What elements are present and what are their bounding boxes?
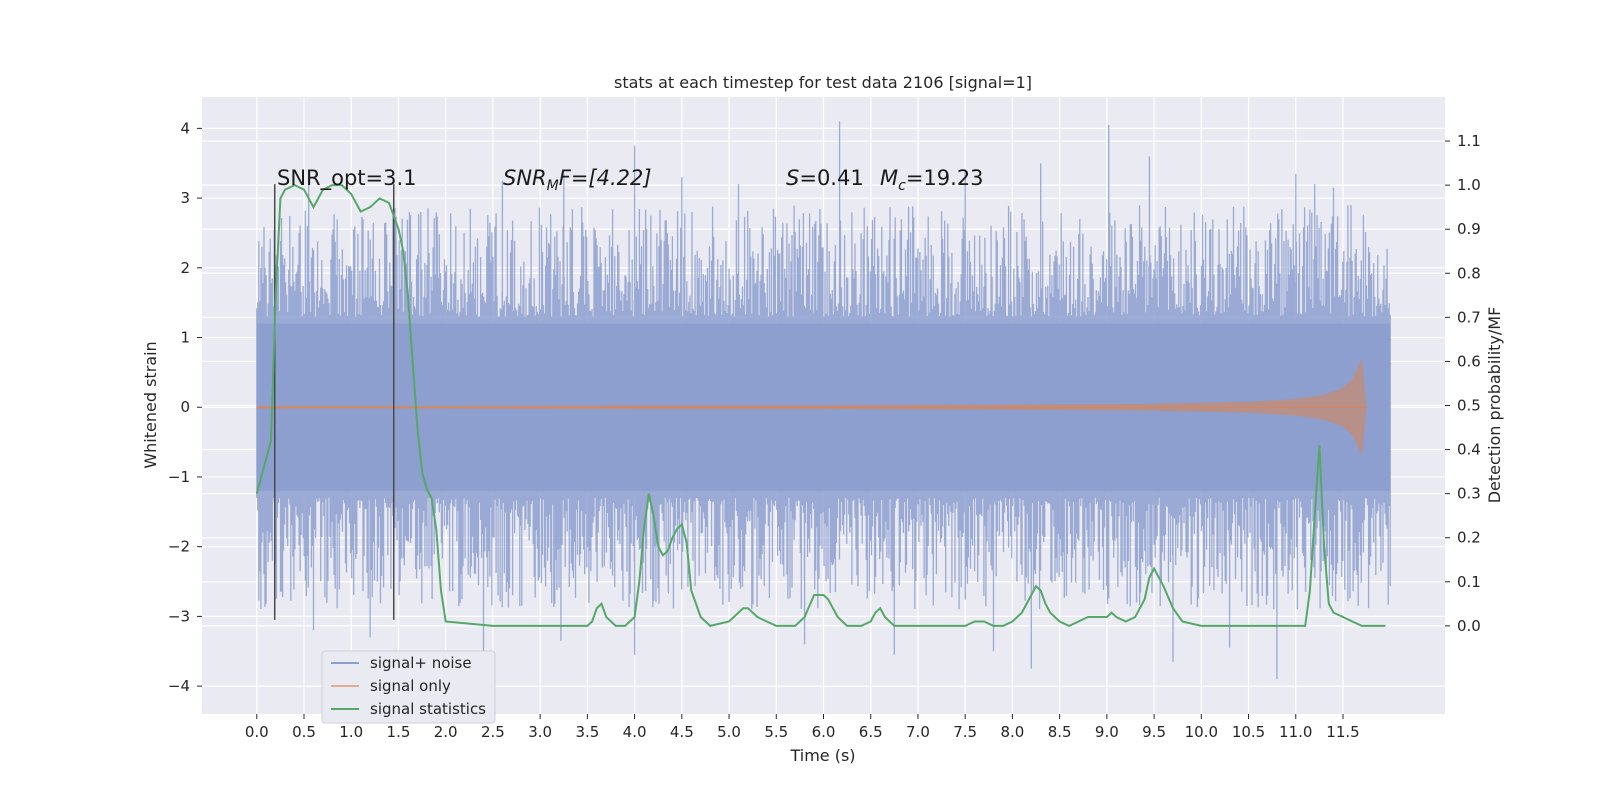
annotation-snr-mf: SNRMF=[4.22]	[503, 166, 652, 194]
y-left-tick-label-5: 1	[180, 329, 190, 347]
y-right-tick-label-8: 0.8	[1457, 264, 1481, 282]
x-tick-label-23: 11.5	[1326, 723, 1359, 741]
series-signal-only	[256, 358, 1367, 456]
y-right-tick-label-2: 0.2	[1457, 529, 1481, 547]
x-tick-label-17: 8.5	[1048, 723, 1072, 741]
snr-mf-value: F=[4.22]	[559, 166, 652, 190]
x-axis-label: Time (s)	[789, 746, 855, 765]
axis-ticks: 0.0 0.5 1.0 1.5 2.0 2.5 3.0 3.5 4.0 4.5 5.0 5.5 6.0 6…	[168, 119, 1481, 741]
mc-symbol: M	[880, 166, 898, 190]
y-right-tick-label-9: 0.9	[1457, 220, 1481, 238]
annotation-snr-opt: SNR_opt=3.1	[277, 166, 417, 191]
x-tick-label-1: 0.5	[292, 723, 316, 741]
snr-mf-subscript: M	[547, 178, 559, 194]
x-tick-label-11: 5.5	[764, 723, 788, 741]
y-left-tick-label-0: −4	[168, 677, 190, 695]
x-tick-label-9: 4.5	[670, 723, 694, 741]
x-tick-label-15: 7.5	[953, 723, 977, 741]
y-left-tick-label-7: 3	[180, 189, 190, 207]
y-left-tick-label-4: 0	[180, 398, 190, 416]
y-right-tick-label-5: 0.5	[1457, 397, 1481, 415]
s-symbol: S	[786, 166, 799, 190]
chart-title: stats at each timestep for test data 210…	[614, 73, 1032, 92]
x-tick-label-3: 1.5	[387, 723, 411, 741]
mc-value: =19.23	[906, 166, 984, 190]
x-tick-label-19: 9.5	[1142, 723, 1166, 741]
y-right-tick-label-0: 0.0	[1457, 617, 1481, 635]
vertical-markers	[273, 184, 395, 620]
y-right-tick-label-1: 0.1	[1457, 573, 1481, 591]
legend-label-signal-only: signal only	[370, 677, 451, 695]
y-right-tick-label-11: 1.1	[1457, 132, 1481, 150]
x-tick-label-7: 3.5	[575, 723, 599, 741]
signal-statistics-line	[255, 183, 1386, 628]
legend: signal+ noise signal only signal statist…	[321, 650, 496, 724]
x-tick-label-18: 9.0	[1095, 723, 1119, 741]
legend-box	[321, 650, 496, 724]
x-tick-label-4: 2.0	[434, 723, 458, 741]
y-left-tick-label-8: 4	[180, 119, 190, 137]
x-tick-label-21: 10.5	[1232, 723, 1265, 741]
y-left-tick-label-6: 2	[180, 259, 190, 277]
y-axis-label-right: Detection probability/MF	[1485, 307, 1504, 504]
x-tick-label-20: 10.0	[1185, 723, 1218, 741]
annotation-mc: Mc=19.23	[880, 166, 984, 194]
x-tick-label-5: 2.5	[481, 723, 505, 741]
x-tick-label-14: 7.0	[906, 723, 930, 741]
x-tick-label-2: 1.0	[339, 723, 363, 741]
legend-label-signal-statistics: signal statistics	[370, 700, 486, 718]
x-tick-label-22: 11.0	[1279, 723, 1312, 741]
x-tick-label-8: 4.0	[623, 723, 647, 741]
y-right-tick-label-6: 0.6	[1457, 352, 1481, 370]
legend-label-signal-noise: signal+ noise	[370, 654, 472, 672]
x-tick-label-10: 5.0	[717, 723, 741, 741]
x-tick-label-6: 3.0	[528, 723, 552, 741]
series-signal-statistics	[255, 183, 1386, 628]
annotation-s: S=0.41	[786, 166, 864, 190]
y-right-tick-label-4: 0.4	[1457, 441, 1481, 459]
x-tick-label-16: 8.0	[1000, 723, 1024, 741]
x-tick-label-12: 6.0	[812, 723, 836, 741]
mc-subscript: c	[898, 178, 906, 194]
y-right-tick-label-3: 0.3	[1457, 485, 1481, 503]
y-left-tick-label-3: −1	[168, 468, 190, 486]
x-tick-label-13: 6.5	[859, 723, 883, 741]
y-left-tick-label-2: −2	[168, 538, 190, 556]
y-axis-label-left: Whitened strain	[141, 341, 160, 468]
snr-mf-symbol: SNR	[503, 166, 547, 190]
y-left-tick-label-1: −3	[168, 607, 190, 625]
y-right-tick-label-7: 0.7	[1457, 308, 1481, 326]
y-right-tick-label-10: 1.0	[1457, 176, 1481, 194]
x-tick-label-0: 0.0	[245, 723, 269, 741]
s-value: =0.41	[799, 166, 863, 190]
